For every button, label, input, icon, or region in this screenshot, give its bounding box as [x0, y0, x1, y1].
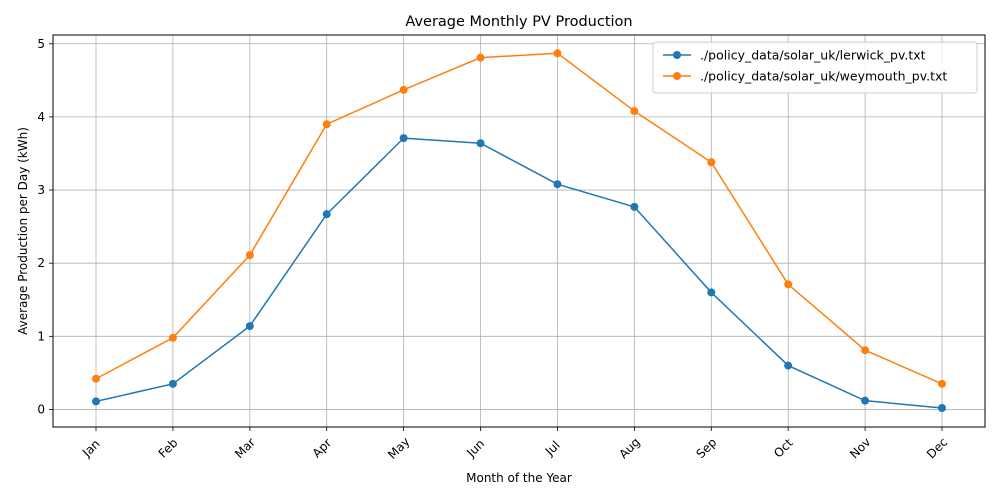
data-point	[168, 379, 177, 388]
y-tick-label: 2	[37, 256, 45, 270]
data-point	[707, 158, 716, 167]
x-axis-label: Month of the Year	[466, 471, 572, 485]
data-point	[245, 251, 254, 260]
y-tick-label: 4	[37, 110, 45, 124]
data-point	[938, 379, 946, 388]
legend-label: ./policy_data/solar_uk/weymouth_pv.txt	[700, 69, 947, 84]
legend-marker	[673, 72, 681, 80]
y-tick-label: 3	[37, 183, 45, 197]
data-point	[784, 361, 793, 370]
legend-marker	[673, 51, 681, 59]
legend-box	[652, 41, 978, 94]
y-tick-label: 5	[37, 37, 45, 51]
data-point	[861, 346, 870, 355]
data-point	[92, 374, 100, 383]
y-tick-label: 1	[37, 329, 45, 343]
data-point	[553, 180, 562, 189]
data-point	[92, 397, 100, 406]
legend-label: ./policy_data/solar_uk/lerwick_pv.txt	[700, 48, 926, 63]
series-layer	[92, 49, 946, 412]
data-point	[322, 210, 331, 219]
data-point	[399, 85, 408, 94]
y-axis-label: Average Production per Day (kWh)	[16, 127, 30, 335]
data-point	[245, 322, 254, 331]
data-point	[630, 202, 639, 211]
series-line	[95, 137, 943, 409]
data-point	[630, 107, 639, 116]
data-point	[553, 49, 562, 58]
data-point	[861, 396, 870, 405]
legend: ./policy_data/solar_uk/lerwick_pv.txt ./p…	[652, 41, 978, 94]
series-line	[95, 52, 943, 385]
data-point	[322, 120, 331, 129]
data-point	[476, 53, 485, 62]
data-point	[399, 134, 408, 143]
plot-area-frame	[52, 34, 986, 428]
chart-title: Average Monthly PV Production	[405, 14, 632, 30]
data-point	[168, 333, 177, 342]
grid-lines	[53, 35, 985, 427]
data-point	[784, 280, 793, 289]
data-point	[476, 139, 485, 148]
y-axis: 0 1 2 3 4 5	[37, 37, 53, 416]
data-point	[938, 403, 946, 412]
data-point	[707, 288, 716, 297]
y-tick-label: 0	[37, 402, 45, 416]
